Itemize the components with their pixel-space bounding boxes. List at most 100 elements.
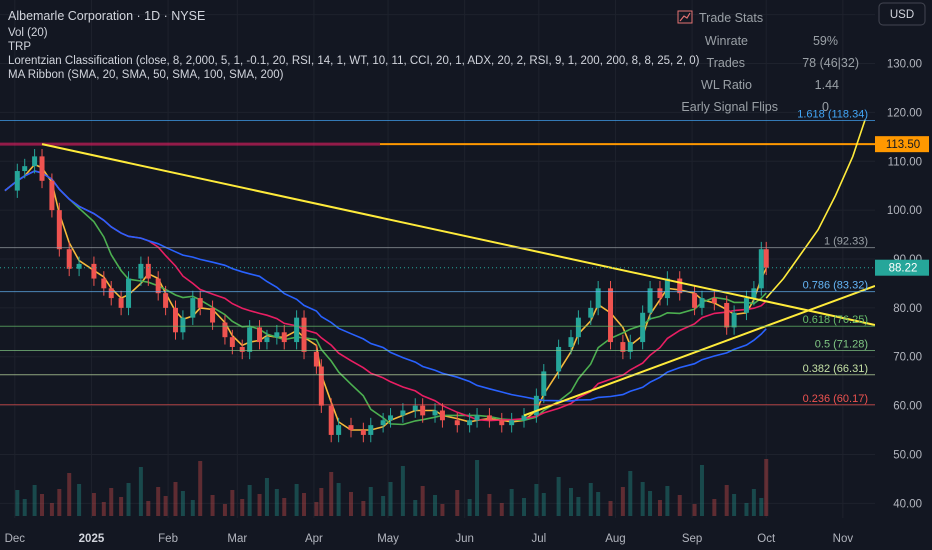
candle-body[interactable] bbox=[264, 337, 270, 343]
time-tick-label[interactable]: Aug bbox=[605, 533, 625, 545]
candle-body[interactable] bbox=[499, 420, 505, 426]
candle-body[interactable] bbox=[432, 410, 438, 416]
indicator-ma-ribbon[interactable]: MA Ribbon (SMA, 20, SMA, 50, SMA, 100, S… bbox=[8, 69, 284, 81]
candle-body[interactable] bbox=[313, 351, 319, 367]
price-tick-label[interactable]: 80.00 bbox=[893, 303, 922, 315]
currency-button-frame[interactable] bbox=[878, 2, 926, 26]
indicator-volume[interactable]: Vol (20) bbox=[8, 27, 48, 39]
candle-body[interactable] bbox=[318, 366, 324, 406]
candle-body[interactable] bbox=[509, 420, 515, 426]
candle-body[interactable] bbox=[22, 166, 28, 172]
candle-body[interactable] bbox=[66, 249, 72, 269]
candle-body[interactable] bbox=[724, 302, 730, 328]
candle-body[interactable] bbox=[32, 156, 38, 167]
candle-body[interactable] bbox=[172, 307, 178, 333]
candle-body[interactable] bbox=[190, 298, 196, 318]
candle-body[interactable] bbox=[533, 395, 539, 416]
price-tick-label[interactable]: 50.00 bbox=[893, 449, 922, 461]
candle-body[interactable] bbox=[454, 420, 460, 426]
candle-body[interactable] bbox=[239, 346, 245, 352]
candle-body[interactable] bbox=[486, 415, 492, 421]
candle-body[interactable] bbox=[56, 210, 62, 250]
indicator-trp[interactable]: TRP bbox=[8, 41, 31, 53]
candle-body[interactable] bbox=[91, 263, 97, 279]
currency-label[interactable]: USD bbox=[890, 9, 914, 21]
candle-body[interactable] bbox=[126, 278, 132, 308]
candle-body[interactable] bbox=[348, 425, 354, 431]
indicator-lorentzian[interactable]: Lorentzian Classification (close, 8, 2,0… bbox=[8, 55, 700, 67]
candle-body[interactable] bbox=[210, 307, 216, 323]
price-tick-label[interactable]: 120.00 bbox=[887, 107, 922, 119]
candle-body[interactable] bbox=[731, 312, 737, 328]
candle-body[interactable] bbox=[664, 278, 670, 299]
candle-body[interactable] bbox=[380, 420, 386, 426]
candle-body[interactable] bbox=[608, 288, 614, 343]
price-axis[interactable]: 40.0050.0060.0070.0080.0090.00100.00110.… bbox=[0, 10, 929, 511]
candle-body[interactable] bbox=[14, 171, 20, 191]
candle-body[interactable] bbox=[301, 317, 307, 352]
price-tick-label[interactable]: 40.00 bbox=[893, 498, 922, 510]
candle-body[interactable] bbox=[180, 317, 186, 333]
candle-body[interactable] bbox=[575, 317, 581, 338]
time-tick-label[interactable]: Dec bbox=[5, 533, 26, 545]
candle-body[interactable] bbox=[467, 420, 473, 426]
candle-body[interactable] bbox=[763, 249, 769, 268]
currency-button[interactable]: USD bbox=[878, 2, 926, 26]
candles[interactable] bbox=[14, 149, 769, 443]
candle-body[interactable] bbox=[692, 293, 698, 308]
candle-body[interactable] bbox=[620, 342, 626, 352]
candle-body[interactable] bbox=[294, 317, 300, 343]
candle-body[interactable] bbox=[595, 288, 601, 308]
time-tick-label[interactable]: Oct bbox=[757, 533, 776, 545]
candle-body[interactable] bbox=[138, 263, 144, 279]
candle-body[interactable] bbox=[49, 180, 55, 211]
candle-body[interactable] bbox=[568, 337, 574, 347]
candle-body[interactable] bbox=[257, 327, 263, 343]
time-tick-label[interactable]: Jun bbox=[455, 533, 474, 545]
time-tick-label[interactable]: 2025 bbox=[79, 533, 105, 545]
candle-body[interactable] bbox=[439, 410, 445, 421]
candle-body[interactable] bbox=[640, 312, 646, 343]
candle-body[interactable] bbox=[474, 415, 480, 421]
time-tick-label[interactable]: Apr bbox=[305, 533, 323, 545]
candle-body[interactable] bbox=[39, 156, 45, 181]
price-tick-label[interactable]: 60.00 bbox=[893, 401, 922, 413]
price-tick-label[interactable]: 110.00 bbox=[888, 156, 922, 168]
candle-body[interactable] bbox=[281, 332, 287, 343]
candle-body[interactable] bbox=[627, 342, 633, 352]
candle-body[interactable] bbox=[155, 278, 161, 294]
time-tick-label[interactable]: Nov bbox=[833, 533, 854, 545]
candle-body[interactable] bbox=[328, 405, 334, 435]
candle-body[interactable] bbox=[229, 337, 235, 347]
candle-body[interactable] bbox=[699, 298, 705, 308]
price-tick-label[interactable]: 130.00 bbox=[887, 59, 922, 71]
candle-body[interactable] bbox=[711, 298, 717, 303]
candle-body[interactable] bbox=[758, 249, 764, 289]
candle-body[interactable] bbox=[247, 327, 253, 352]
candle-body[interactable] bbox=[222, 322, 228, 338]
candle-body[interactable] bbox=[400, 410, 406, 416]
candle-body[interactable] bbox=[556, 346, 562, 372]
candle-body[interactable] bbox=[360, 430, 366, 435]
candle-body[interactable] bbox=[76, 263, 82, 269]
time-tick-label[interactable]: Feb bbox=[158, 533, 178, 545]
candle-body[interactable] bbox=[163, 293, 169, 308]
candle-body[interactable] bbox=[145, 263, 151, 279]
candle-body[interactable] bbox=[677, 278, 683, 294]
candle-body[interactable] bbox=[657, 288, 663, 299]
candle-body[interactable] bbox=[743, 298, 749, 313]
candle-body[interactable] bbox=[412, 405, 418, 411]
candle-body[interactable] bbox=[108, 288, 114, 299]
price-tick-label[interactable]: 70.00 bbox=[893, 352, 922, 364]
candle-body[interactable] bbox=[751, 288, 757, 299]
candle-body[interactable] bbox=[274, 332, 280, 338]
time-tick-label[interactable]: Jul bbox=[531, 533, 546, 545]
candle-body[interactable] bbox=[336, 425, 342, 435]
candle-body[interactable] bbox=[647, 288, 653, 313]
candle-body[interactable] bbox=[197, 298, 203, 308]
candle-body[interactable] bbox=[541, 371, 547, 396]
candle-body[interactable] bbox=[101, 278, 107, 289]
candle-body[interactable] bbox=[521, 415, 527, 421]
time-tick-label[interactable]: Sep bbox=[682, 533, 702, 545]
